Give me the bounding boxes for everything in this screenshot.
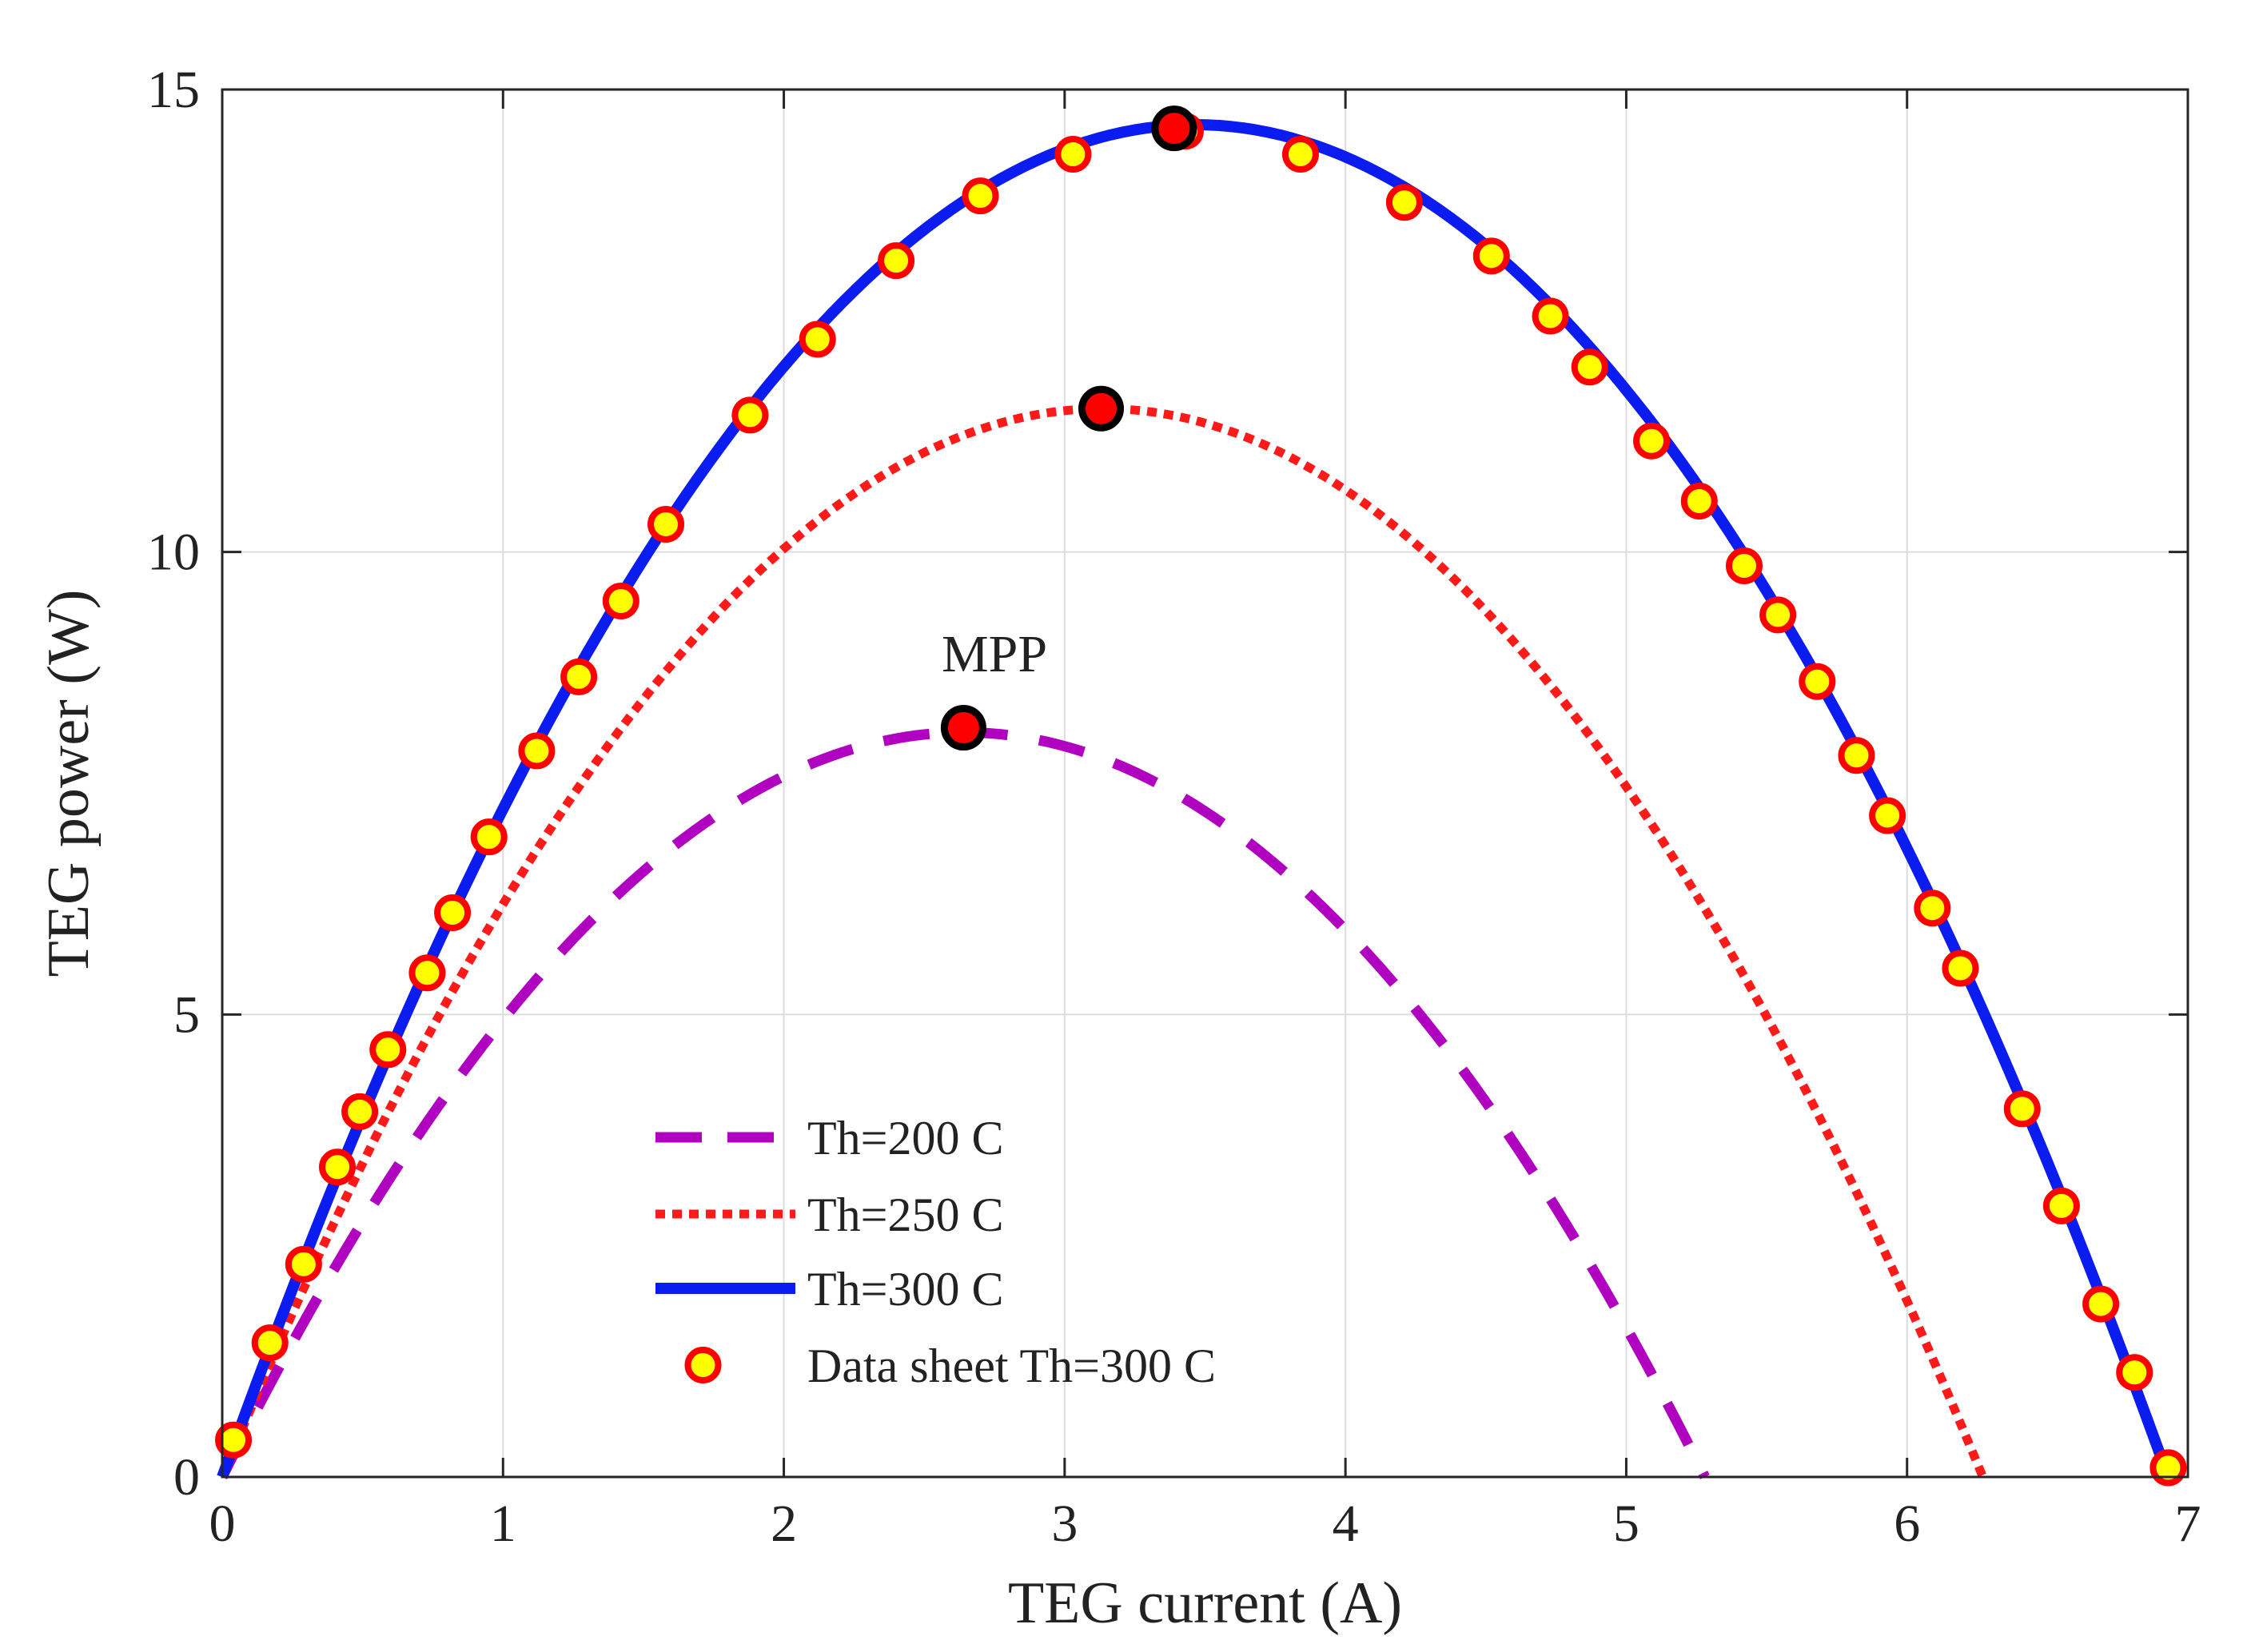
legend-label: Th=300 C bbox=[807, 1263, 1004, 1316]
legend-label: Th=200 C bbox=[807, 1112, 1004, 1164]
datasheet-point bbox=[799, 320, 836, 358]
datasheet-point bbox=[285, 1245, 322, 1283]
datasheet-point bbox=[1759, 596, 1797, 634]
datasheet-point bbox=[1472, 237, 1510, 275]
datasheet-point bbox=[1725, 547, 1763, 585]
x-tick-label: 5 bbox=[1613, 1495, 1639, 1553]
datasheet-point bbox=[1680, 483, 1718, 520]
datasheet-point bbox=[518, 732, 556, 770]
datasheet-point bbox=[1054, 136, 1092, 173]
datasheet-point bbox=[251, 1324, 289, 1362]
x-tick-label: 4 bbox=[1333, 1495, 1359, 1553]
datasheet-point bbox=[647, 505, 685, 543]
datasheet-point bbox=[1281, 136, 1319, 173]
legend: Th=200 C Th=250 C Th=300 C Data sheet Th=30… bbox=[655, 1112, 1216, 1392]
x-axis-label: TEG current (A) bbox=[1008, 1570, 1402, 1636]
datasheet-point bbox=[1633, 422, 1671, 460]
axes-box bbox=[221, 88, 2189, 1479]
legend-label: Data sheet Th=300 C bbox=[807, 1340, 1216, 1392]
datasheet-point bbox=[408, 954, 446, 992]
datasheet-point bbox=[369, 1031, 407, 1069]
datasheet-point bbox=[1799, 663, 1836, 700]
datasheet-point bbox=[731, 396, 769, 434]
axes-layer: 0 1 2 3 4 5 6 7 0 5 10 15 bbox=[147, 61, 2201, 1553]
datasheet-point bbox=[1838, 737, 1875, 774]
datasheet-point bbox=[560, 658, 598, 695]
datasheet-point bbox=[602, 583, 639, 620]
mpp-annotation: MPP bbox=[942, 625, 1047, 683]
datasheet-point bbox=[1532, 297, 1569, 335]
datasheet-point bbox=[1942, 949, 1979, 987]
legend-label: Th=250 C bbox=[807, 1188, 1004, 1241]
grid-layer bbox=[221, 89, 2189, 1478]
plot-area bbox=[222, 90, 2188, 1477]
datasheet-point bbox=[1571, 348, 1608, 386]
legend-marker bbox=[684, 1347, 722, 1383]
y-axis-label: TEG power (W) bbox=[36, 590, 102, 977]
datasheet-point bbox=[319, 1148, 357, 1186]
datasheet-point bbox=[470, 818, 508, 856]
y-tick-label: 10 bbox=[147, 523, 200, 582]
y-tick-label: 15 bbox=[147, 61, 200, 119]
datasheet-point bbox=[2149, 1449, 2187, 1487]
x-tick-label: 2 bbox=[771, 1495, 797, 1553]
datasheet-point bbox=[1914, 890, 1951, 927]
mpp-point bbox=[1151, 105, 1197, 152]
x-tick-label: 3 bbox=[1051, 1495, 1078, 1553]
datasheet-point bbox=[878, 242, 915, 280]
datasheet-point bbox=[434, 894, 472, 932]
mpp-point bbox=[940, 705, 986, 751]
x-tick-label: 7 bbox=[2175, 1495, 2201, 1553]
y-tick-label: 5 bbox=[173, 985, 200, 1044]
y-tick-label: 0 bbox=[173, 1448, 200, 1507]
x-tick-label: 6 bbox=[1894, 1495, 1920, 1553]
datasheet-point bbox=[2003, 1090, 2041, 1128]
datasheet-point bbox=[2082, 1285, 2120, 1323]
datasheet-point bbox=[1869, 797, 1906, 834]
datasheet-point bbox=[2042, 1187, 2080, 1224]
x-tick-label: 1 bbox=[490, 1495, 516, 1553]
datasheet-point bbox=[215, 1421, 253, 1459]
mpp-point bbox=[1078, 385, 1125, 432]
x-tick-label: 0 bbox=[209, 1495, 236, 1553]
datasheet-point bbox=[341, 1093, 379, 1130]
datasheet-point bbox=[2116, 1354, 2153, 1391]
marker-layer bbox=[215, 105, 2187, 1487]
datasheet-point bbox=[1385, 184, 1423, 221]
datasheet-point bbox=[962, 177, 999, 215]
